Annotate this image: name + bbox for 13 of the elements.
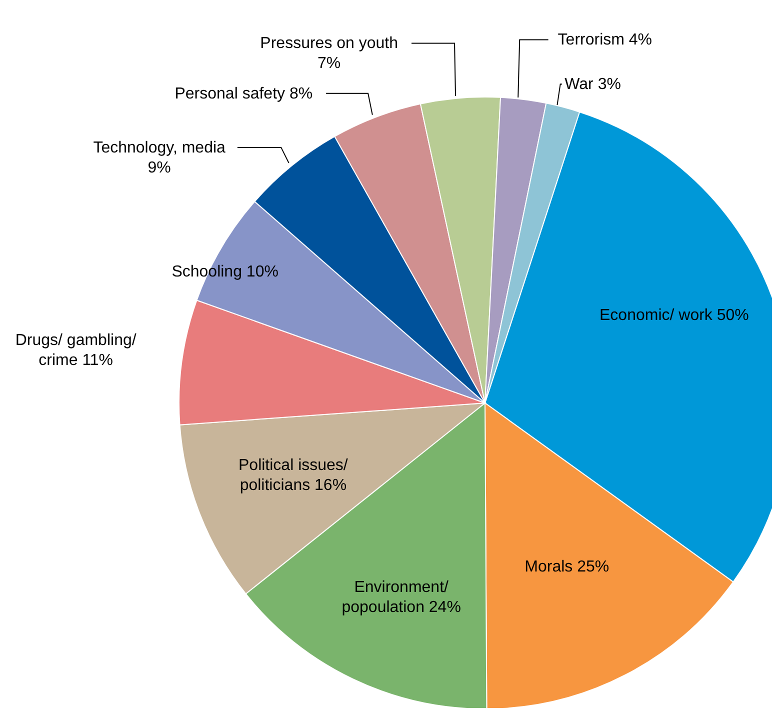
slice-label: Political issues/ politicians 16% (238, 456, 348, 494)
data-label: 9% (148, 158, 171, 176)
slice-label: Morals 25% (524, 558, 610, 576)
slice-label: Personal safety 8% (174, 84, 313, 102)
slice-label: Environment/ popoulation 24% (342, 578, 461, 616)
slice-label: Drugs/ gambling/ crime 11% (15, 332, 137, 369)
slice-label: Pressures on youth (260, 34, 398, 52)
slice-label: Economic/ work 50% (600, 306, 749, 324)
data-label: 7% (318, 54, 341, 72)
slice-label: War 3% (564, 76, 621, 93)
slice-label: Schooling 10% (172, 262, 278, 280)
slice-label: Terrorism 4% (558, 31, 652, 48)
slice-label: Technology, media (93, 138, 226, 156)
